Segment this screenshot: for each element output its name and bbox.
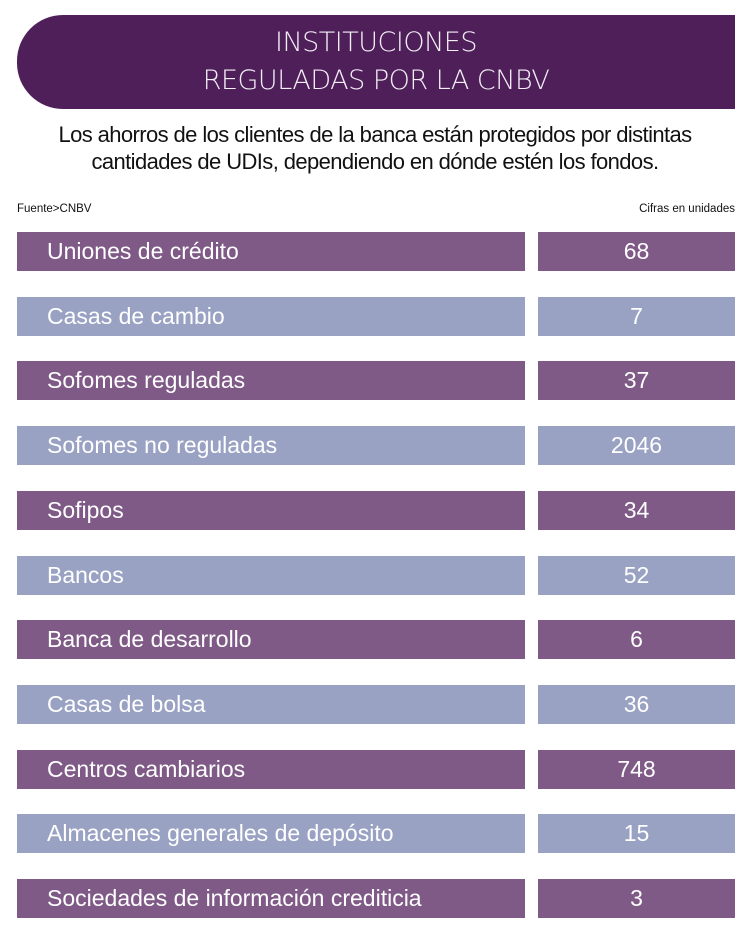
row-value: 748	[538, 749, 735, 789]
table-row: Centros cambiarios 748	[17, 749, 735, 789]
title-line-1: INSTITUCIONES	[275, 27, 477, 58]
row-value: 15	[538, 814, 735, 854]
row-value: 36	[538, 684, 735, 724]
row-label: Sofomes no reguladas	[17, 426, 525, 466]
row-value: 34	[538, 490, 735, 530]
table-row: Sofomes no reguladas 2046	[17, 426, 735, 466]
row-value: 37	[538, 361, 735, 401]
table-row: Uniones de crédito 68	[17, 232, 735, 271]
row-label: Sociedades de información crediticia	[17, 879, 525, 918]
units-note: Cifras en unidades	[639, 203, 735, 215]
row-value: 68	[538, 232, 735, 271]
row-label: Almacenes generales de depósito	[17, 814, 525, 854]
row-label: Casas de bolsa	[17, 684, 525, 724]
title-banner: INSTITUCIONES REGULADAS POR LA CNBV	[17, 15, 735, 109]
row-label: Sofipos	[17, 490, 525, 530]
row-label: Banca de desarrollo	[17, 620, 525, 660]
row-value: 6	[538, 620, 735, 660]
source-note: Fuente>CNBV	[17, 203, 92, 215]
row-label: Centros cambiarios	[17, 749, 525, 789]
table-row: Casas de cambio 7	[17, 296, 735, 336]
table-row: Sociedades de información crediticia 3	[17, 879, 735, 918]
row-label: Uniones de crédito	[17, 232, 525, 271]
row-value: 3	[538, 879, 735, 918]
row-value: 2046	[538, 426, 735, 466]
table-row: Bancos 52	[17, 555, 735, 595]
table-row: Sofomes reguladas 37	[17, 361, 735, 401]
row-label: Bancos	[17, 555, 525, 595]
title-line-2: REGULADAS POR LA CNBV	[202, 65, 550, 96]
row-label: Casas de cambio	[17, 296, 525, 336]
table-row: Casas de bolsa 36	[17, 684, 735, 724]
table-row: Banca de desarrollo 6	[17, 620, 735, 660]
row-label: Sofomes reguladas	[17, 361, 525, 401]
table-row: Almacenes generales de depósito 15	[17, 814, 735, 854]
subtitle: Los ahorros de los clientes de la banca …	[58, 122, 692, 174]
row-value: 52	[538, 555, 735, 595]
table-row: Sofipos 34	[17, 490, 735, 530]
row-value: 7	[538, 296, 735, 336]
